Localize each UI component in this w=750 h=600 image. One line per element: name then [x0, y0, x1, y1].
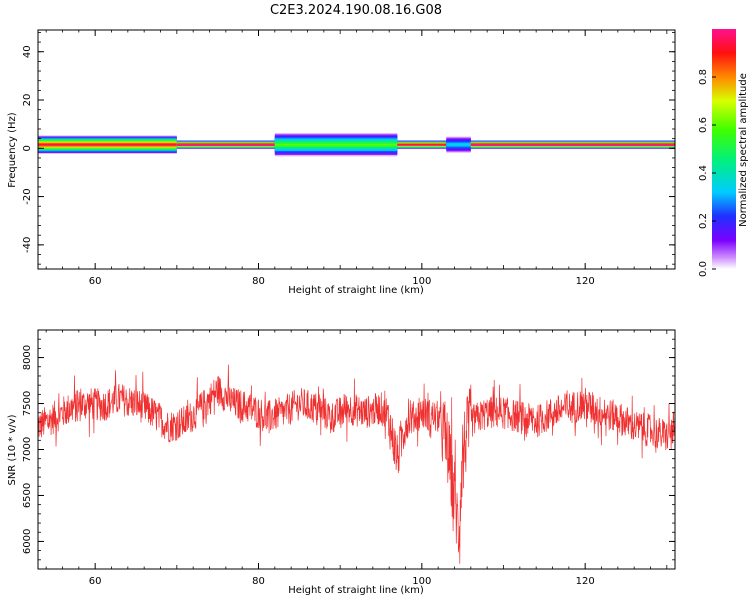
snr-xtick-label: 100 — [412, 576, 431, 587]
spectrogram-xtick-label: 100 — [412, 276, 431, 287]
snr-xtick-label: 80 — [252, 576, 265, 587]
spectrogram-band-segment — [38, 143, 177, 146]
spectrogram-xtick-label: 60 — [89, 276, 102, 287]
snr-line-group — [38, 364, 675, 564]
colorbar-tick-label: 0.4 — [698, 165, 709, 181]
snr-xtick-label: 60 — [89, 576, 102, 587]
snr-ytick-label: 7000 — [22, 437, 33, 462]
snr-ytick-label: 7500 — [22, 391, 33, 416]
spectrogram-ytick-label: 20 — [22, 94, 33, 107]
colorbar-ticks: 0.0 0.2 0.4 0.6 0.8 — [698, 69, 716, 277]
snr-ytick-label: 8000 — [22, 345, 33, 370]
colorbar-tick-label: 0.6 — [698, 117, 709, 133]
spectrogram-ylabel: Frequency (Hz) — [7, 112, 18, 188]
colorbar-tick-label: 0.0 — [698, 261, 709, 277]
spectrogram-xlabel: Height of straight line (km) — [288, 285, 424, 296]
snr-frame — [37, 329, 676, 570]
figure-title: C2E3.2024.190.08.16.G08 — [270, 3, 442, 18]
colorbar-label: Normalized spectral amplitude — [738, 73, 749, 227]
snr-ytick-label: 6500 — [22, 483, 33, 508]
snr-ticks: 60 80 100 120 6000 6500 7000 7500 8000 — [22, 329, 675, 587]
snr-panel: 60 80 100 120 6000 6500 7000 7500 8000 Height of… — [7, 329, 676, 596]
spectrogram-xtick-label: 80 — [252, 276, 265, 287]
spectrogram-ytick-label: -40 — [22, 237, 33, 253]
spectrogram-band-segment — [446, 143, 471, 146]
snr-ytick-label: 6000 — [22, 529, 33, 554]
spectrogram-ytick-label: 40 — [22, 45, 33, 58]
spectrogram-band-segment — [470, 143, 675, 146]
spectrogram-band-segment — [176, 143, 275, 146]
spectrogram-ticks: 60 80 100 120 -40 -20 0 20 40 — [22, 30, 675, 287]
colorbar: 0.0 0.2 0.4 0.6 0.8 Normalized spectral ampl… — [698, 29, 749, 277]
spectrogram-band-segment — [397, 143, 447, 146]
spectrogram-band — [38, 132, 675, 157]
colorbar-gradient — [712, 29, 736, 269]
snr-ylabel: SNR (10 * v/v) — [7, 414, 18, 485]
snr-xlabel: Height of straight line (km) — [288, 585, 424, 596]
spectrogram-ytick-label: 0 — [22, 145, 33, 151]
spectrogram-panel: 60 80 100 120 -40 -20 0 20 40 Height of straight… — [7, 29, 676, 296]
spectrogram-xtick-label: 120 — [576, 276, 595, 287]
colorbar-tick-label: 0.8 — [698, 69, 709, 85]
snr-series-line — [38, 364, 675, 564]
spectrogram-band-segment — [274, 143, 398, 146]
colorbar-tick-label: 0.2 — [698, 213, 709, 229]
snr-xtick-label: 120 — [576, 576, 595, 587]
spectrogram-ytick-label: -20 — [22, 188, 33, 204]
